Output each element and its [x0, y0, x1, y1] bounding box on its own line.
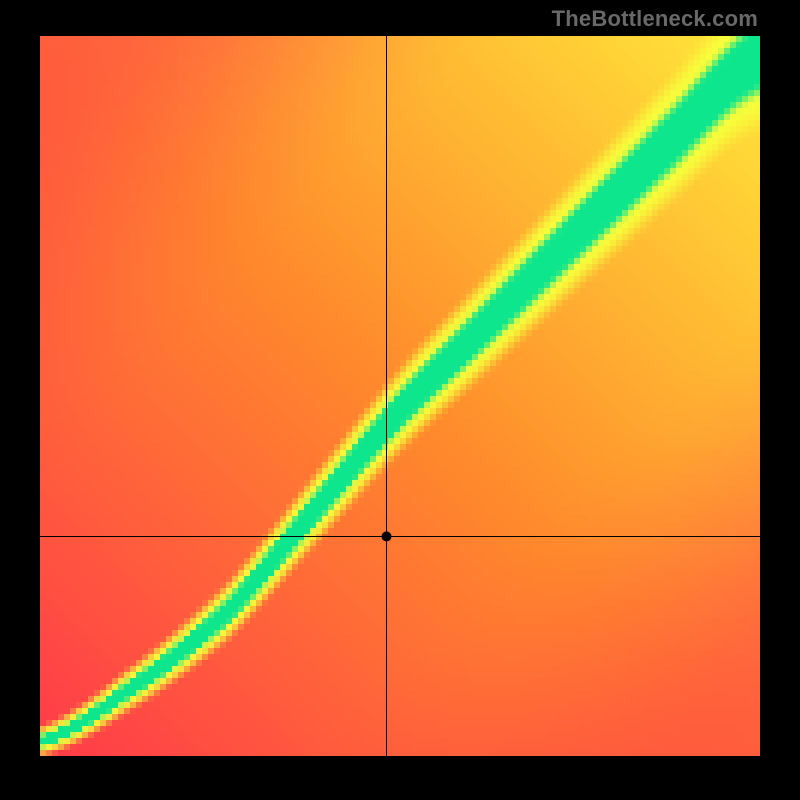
watermark-text: TheBottleneck.com [552, 6, 758, 32]
chart-container: { "watermark": { "text": "TheBottleneck.… [0, 0, 800, 800]
crosshair-overlay [40, 36, 760, 756]
